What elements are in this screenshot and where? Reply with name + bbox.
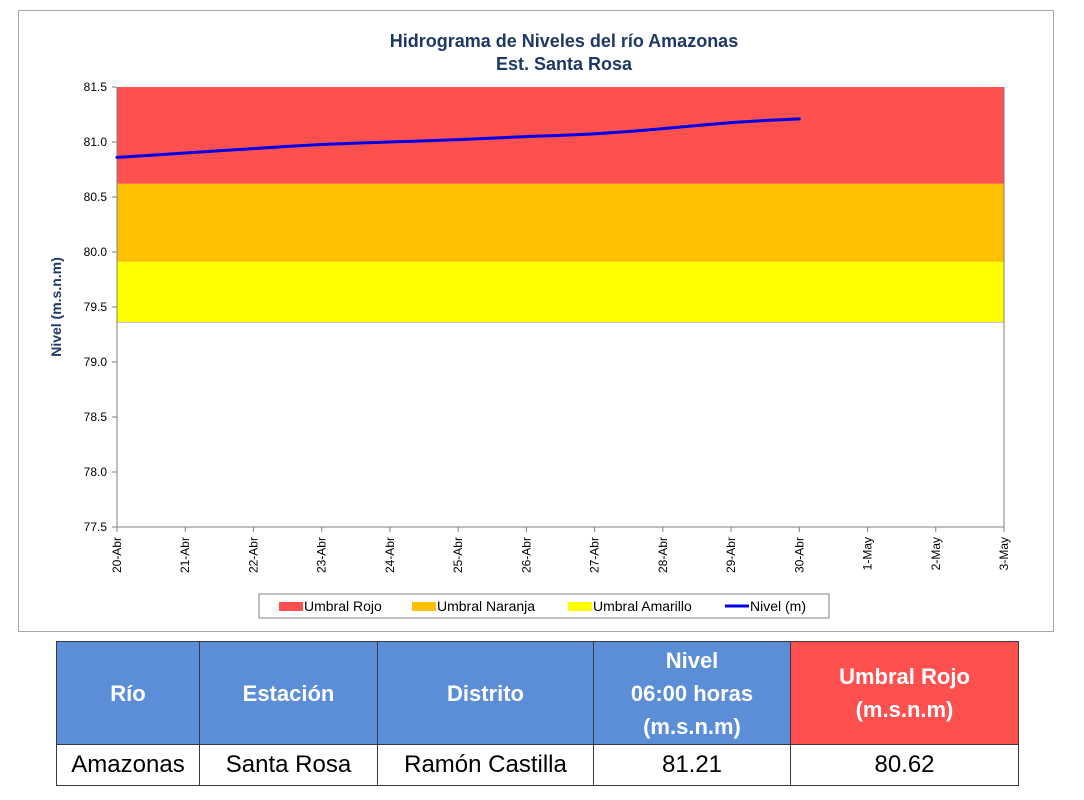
y-tick-label: 81.5 <box>84 80 108 94</box>
chart-canvas: Hidrograma de Niveles del río Amazonas Es… <box>48 31 1011 619</box>
y-tick-label: 79.5 <box>84 300 108 314</box>
y-tick-label: 80.5 <box>84 190 108 204</box>
header-estacion: Estación <box>199 641 378 745</box>
header-nivel-line3: (m.s.n.m) <box>643 713 741 739</box>
header-umbral-line2: (m.s.n.m) <box>855 697 954 722</box>
header-umbral-line1: Umbral Rojo <box>839 664 970 689</box>
header-umbral-rojo: Umbral Rojo (m.s.n.m) <box>790 641 1019 745</box>
x-tick-label: 3-May <box>997 537 1011 570</box>
cell-nivel: 81.21 <box>593 744 791 786</box>
header-nivel-line2: 06:00 horas <box>630 680 754 706</box>
band-umbral-naranja <box>117 183 1004 262</box>
x-tick-label: 26-Abr <box>519 537 533 573</box>
legend-label-umbral-naranja: Umbral Naranja <box>437 598 535 614</box>
legend-label-umbral-rojo: Umbral Rojo <box>304 598 382 614</box>
x-tick-label: 21-Abr <box>178 537 192 573</box>
table-header-row: Río Estación Distrito Nivel 06:00 horas … <box>56 641 1019 745</box>
legend-swatch-umbral-naranja <box>412 602 436 611</box>
x-tick-label: 23-Abr <box>315 537 329 573</box>
chart-subtitle: Est. Santa Rosa <box>496 54 633 74</box>
y-tick-label: 78.0 <box>84 465 108 479</box>
x-tick-label: 27-Abr <box>588 537 602 573</box>
series-line-nivel <box>115 117 801 159</box>
band-umbral-amarillo <box>117 261 1004 323</box>
x-tick-label: 30-Abr <box>792 537 806 573</box>
header-nivel: Nivel 06:00 horas (m.s.n.m) <box>593 641 791 745</box>
station-info-table: Río Estación Distrito Nivel 06:00 horas … <box>56 641 1019 786</box>
header-rio: Río <box>56 641 200 745</box>
x-tick-label: 2-May <box>929 537 943 570</box>
x-tick-label: 28-Abr <box>656 537 670 573</box>
cell-distrito: Ramón Castilla <box>377 744 594 786</box>
header-distrito: Distrito <box>377 641 594 745</box>
x-tick-label: 24-Abr <box>383 537 397 573</box>
y-axis-label: Nivel (m.s.n.m) <box>48 257 64 357</box>
x-tick-label: 20-Abr <box>110 537 124 573</box>
x-tick-label: 29-Abr <box>724 537 738 573</box>
cell-rio: Amazonas <box>56 744 200 786</box>
cell-umbral-rojo: 80.62 <box>790 744 1019 786</box>
y-tick-label: 79.0 <box>84 355 108 369</box>
legend-swatch-umbral-amarillo <box>568 602 592 611</box>
x-tick-label: 22-Abr <box>246 537 260 573</box>
legend-label-nivel-m: Nivel (m) <box>750 598 806 614</box>
y-tick-label: 77.5 <box>84 520 108 534</box>
header-nivel-line1: Nivel <box>665 647 719 673</box>
y-tick-label: 78.5 <box>84 410 108 424</box>
x-tick-label: 1-May <box>861 537 875 570</box>
x-tick-label: 25-Abr <box>451 537 465 573</box>
cell-estacion: Santa Rosa <box>199 744 378 786</box>
hydrograph-chart: Hidrograma de Niveles del río Amazonas Es… <box>18 10 1054 632</box>
legend-swatch-umbral-rojo <box>279 602 303 611</box>
y-tick-label: 80.0 <box>84 245 108 259</box>
chart-title: Hidrograma de Niveles del río Amazonas <box>390 31 738 51</box>
legend-label-umbral-amarillo: Umbral Amarillo <box>593 598 692 614</box>
table-row: Amazonas Santa Rosa Ramón Castilla 81.21… <box>56 744 1019 786</box>
y-tick-label: 81.0 <box>84 135 108 149</box>
